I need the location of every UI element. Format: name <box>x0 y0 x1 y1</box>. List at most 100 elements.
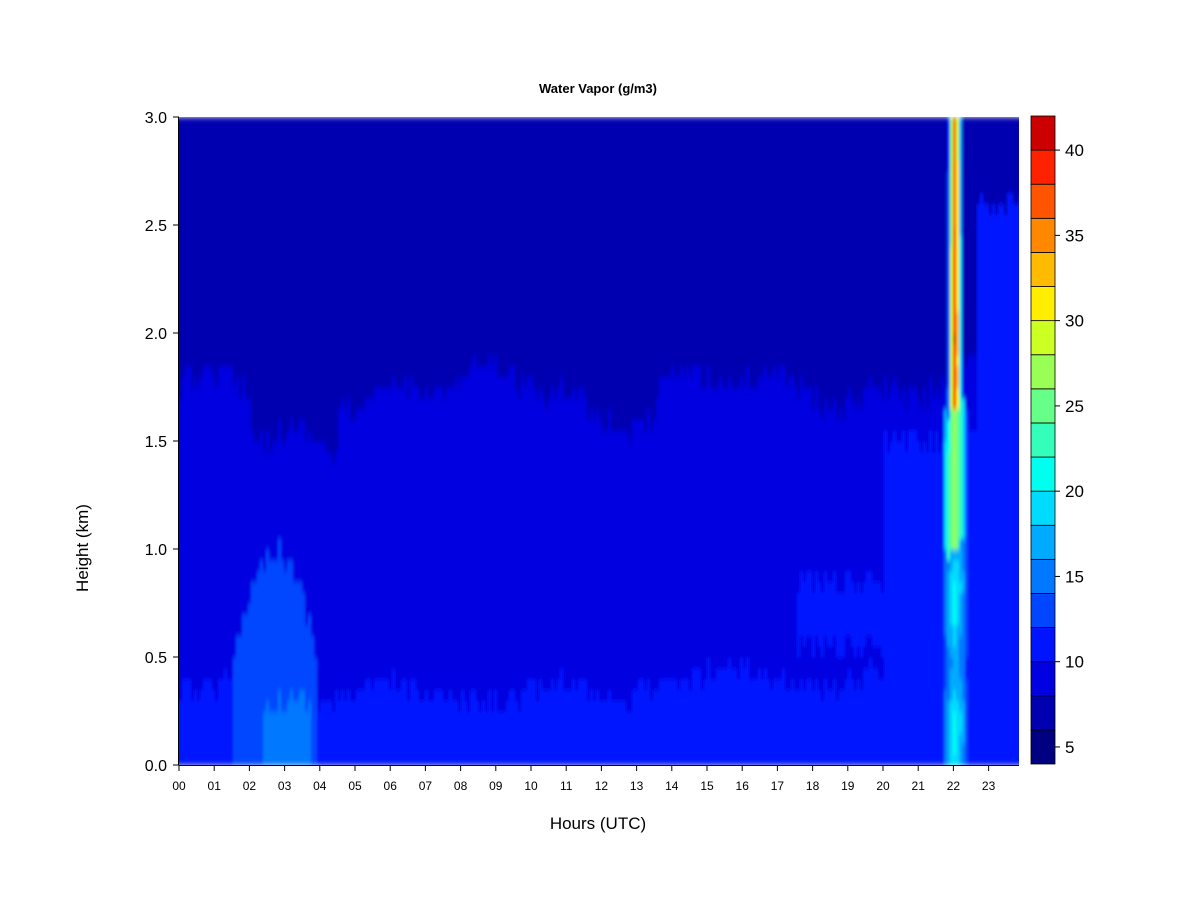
heatmap-cell <box>875 646 879 669</box>
heatmap-cell <box>863 387 867 582</box>
colorbar-tick-label: 15 <box>1065 567 1084 586</box>
heatmap-cell <box>959 581 963 593</box>
heatmap-cell <box>251 117 255 431</box>
heatmap-cell <box>485 365 489 712</box>
colorbar-swatch <box>1030 524 1056 560</box>
y-tick-label: 0.5 <box>145 650 167 667</box>
y-tick-label: 0.0 <box>145 758 167 775</box>
heatmap-cell <box>698 117 702 366</box>
heatmap-cell <box>731 117 735 388</box>
heatmap-cell <box>266 430 270 550</box>
heatmap-cell <box>671 117 675 366</box>
heatmap-cell <box>944 408 948 442</box>
heatmap-cell <box>935 117 939 388</box>
heatmap-cell <box>653 689 657 765</box>
heatmap-cell <box>863 646 867 669</box>
colorbar-swatch <box>1030 490 1056 526</box>
x-tick-label: 22 <box>947 779 961 793</box>
heatmap-cell <box>815 570 819 636</box>
heatmap-cell <box>389 387 393 690</box>
heatmap-cell <box>494 354 498 690</box>
heatmap-cell <box>713 678 717 765</box>
heatmap-cell <box>482 365 486 701</box>
heatmap-cell <box>206 117 210 366</box>
heatmap-cell <box>806 635 810 680</box>
heatmap-cell <box>743 387 747 669</box>
heatmap-cell <box>521 376 525 690</box>
heatmap-cell <box>734 117 738 388</box>
heatmap-cell <box>872 117 876 388</box>
heatmap-cell <box>422 700 426 765</box>
heatmap-cell <box>350 700 354 765</box>
heatmap-cell <box>590 117 594 410</box>
heatmap-cell <box>641 678 645 765</box>
heatmap-cell <box>830 117 834 410</box>
heatmap-cell <box>488 354 492 690</box>
heatmap-cell <box>848 117 852 388</box>
heatmap-cell <box>578 117 582 388</box>
heatmap-cell <box>305 711 309 765</box>
heatmap-cell <box>635 689 639 765</box>
heatmap-cell <box>503 376 507 712</box>
heatmap-cell <box>977 203 981 765</box>
heatmap-cell <box>821 419 825 593</box>
heatmap-cell <box>596 689 600 765</box>
heatmap-cell <box>248 397 252 604</box>
heatmap-cell <box>797 397 801 593</box>
heatmap-cell <box>1007 117 1011 194</box>
heatmap-cell <box>314 441 318 658</box>
heatmap-cell <box>683 376 687 680</box>
heatmap-cell <box>788 117 792 377</box>
heatmap-cell <box>575 117 579 399</box>
heatmap-cell <box>785 117 789 388</box>
heatmap-cell <box>854 592 858 658</box>
heatmap-cell <box>335 451 339 690</box>
colorbar-swatch <box>1030 422 1056 458</box>
heatmap-cell <box>740 376 744 658</box>
heatmap-cell <box>965 678 969 765</box>
heatmap-cell <box>623 117 627 431</box>
heatmap-cell <box>1010 192 1014 765</box>
heatmap-cell <box>335 689 339 765</box>
heatmap-cell <box>797 592 801 658</box>
heatmap-cell <box>560 376 564 669</box>
heatmap-cell <box>842 117 846 420</box>
heatmap-cell <box>854 689 858 765</box>
heatmap-cell <box>779 678 783 765</box>
heatmap-cell <box>494 117 498 356</box>
heatmap-cell <box>410 376 414 680</box>
heatmap-cell <box>833 678 837 765</box>
heatmap-cell <box>416 689 420 765</box>
heatmap-cell <box>242 376 246 615</box>
heatmap-cell <box>536 117 540 399</box>
heatmap-cell <box>221 365 225 680</box>
heatmap-cell <box>674 117 678 377</box>
heatmap-cell <box>881 678 885 765</box>
heatmap-cell <box>224 365 228 669</box>
heatmap-cell <box>281 711 285 765</box>
heatmap-cell <box>941 376 945 442</box>
heatmap-cell <box>941 441 945 765</box>
heatmap-cell <box>548 397 552 690</box>
heatmap-cell <box>452 387 456 701</box>
heatmap-cell <box>944 387 948 410</box>
heatmap-cell <box>911 387 915 431</box>
heatmap-cell <box>467 376 471 712</box>
heatmap-cell <box>359 408 363 690</box>
heatmap-cell <box>908 387 912 431</box>
heatmap-cell <box>428 397 432 701</box>
heatmap-cell <box>878 581 882 647</box>
heatmap-cell <box>638 678 642 765</box>
heatmap-cell <box>866 667 870 765</box>
heatmap-cell <box>515 117 519 388</box>
heatmap-cell <box>407 117 411 399</box>
heatmap-cell <box>392 117 396 377</box>
heatmap-cell <box>821 657 825 701</box>
heatmap-cell <box>974 354 978 431</box>
heatmap-cell <box>776 117 780 377</box>
heatmap-cell <box>914 387 918 431</box>
heatmap-cell <box>386 117 390 388</box>
heatmap-cell <box>197 700 201 765</box>
heatmap-cell <box>824 570 828 636</box>
heatmap-cell <box>362 117 366 410</box>
